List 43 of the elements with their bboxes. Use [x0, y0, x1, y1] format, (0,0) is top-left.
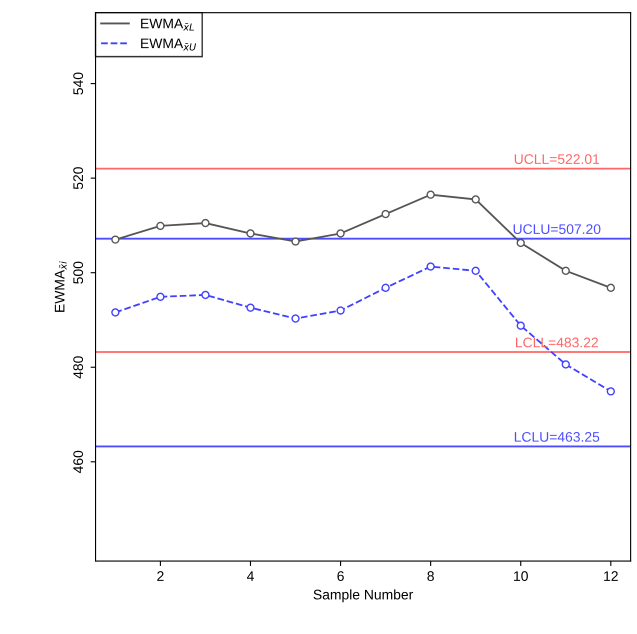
point [246, 304, 255, 312]
y-tick-label: 540 [73, 72, 84, 95]
point [516, 238, 525, 248]
y-tick-label: 480 [73, 356, 84, 379]
point [111, 235, 120, 244]
legend-label: EWMA$_{x̄L}$ [141, 18, 194, 31]
point [562, 360, 570, 369]
x-tick-label: 4 [246, 571, 254, 581]
point [291, 314, 300, 323]
point [562, 266, 570, 275]
point [516, 321, 525, 330]
point [336, 306, 345, 315]
x-axis-title: Sample Number [314, 589, 414, 602]
x-tick-label: 6 [337, 571, 344, 582]
point [472, 195, 480, 204]
x-tick-label: 10 [514, 571, 528, 582]
point [201, 290, 210, 300]
y-axis-title: EWMA$_{x̄i}$ [54, 261, 67, 312]
ref-line-label: UCLU=507.20 [514, 224, 600, 234]
ref-line-label: LCLU=463.25 [514, 432, 600, 442]
y-tick-label: 460 [73, 450, 84, 474]
x-tick-label: 8 [427, 571, 434, 582]
ref-line-label: UCLL=522.01 [514, 154, 600, 164]
y-tick-label: 520 [73, 167, 84, 190]
legend-label: EWMA$_{x̄U}$ [141, 38, 196, 51]
ref-line-label: LCLL=483.22 [516, 338, 598, 348]
point [606, 284, 615, 292]
point [111, 308, 120, 317]
point [201, 218, 210, 228]
point [426, 262, 435, 271]
point [156, 292, 165, 301]
point [381, 210, 390, 218]
point [426, 190, 435, 199]
point [156, 222, 165, 230]
y-tick-label: 500 [73, 262, 84, 284]
x-tick-label: 2 [157, 571, 164, 581]
point [606, 387, 615, 396]
point [336, 229, 345, 238]
point [291, 237, 300, 246]
point [472, 266, 480, 275]
point [246, 229, 255, 238]
point [381, 284, 390, 292]
x-tick-label: 12 [604, 571, 618, 581]
